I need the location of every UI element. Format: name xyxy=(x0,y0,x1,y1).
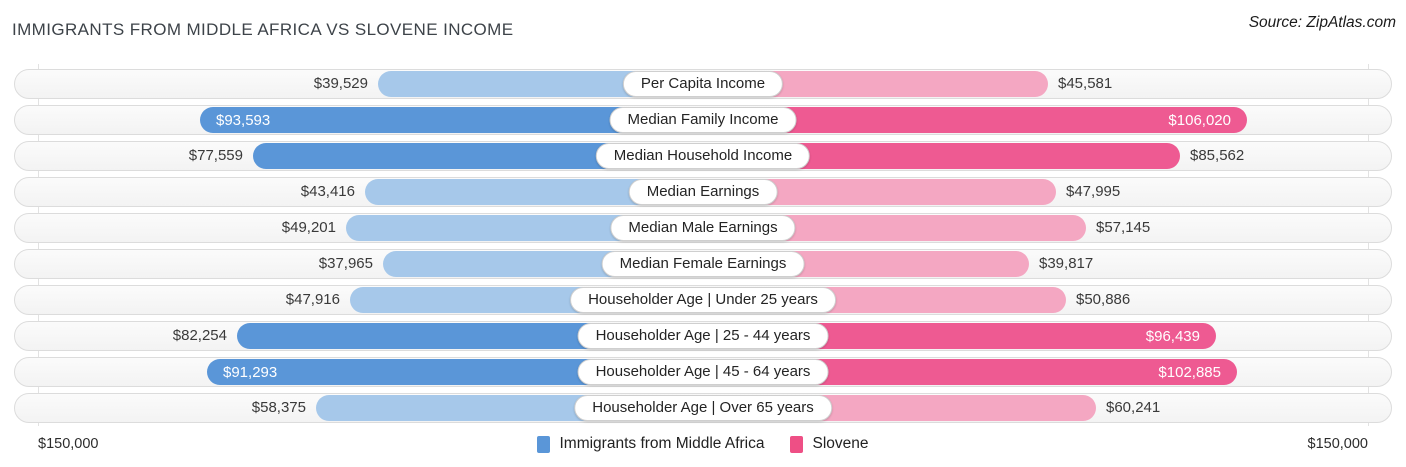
left-value: $93,593 xyxy=(216,111,271,129)
chart-row: $39,529 $45,581 Per Capita Income xyxy=(14,69,1392,99)
right-value: $106,020 xyxy=(1168,111,1231,129)
right-value: $85,562 xyxy=(1190,147,1245,164)
category-pill: Median Earnings xyxy=(628,179,778,205)
category-pill: Householder Age | 45 - 64 years xyxy=(577,359,829,385)
right-value: $102,885 xyxy=(1158,363,1221,381)
legend-item: Slovene xyxy=(790,435,869,453)
legend-label: Immigrants from Middle Africa xyxy=(559,435,765,452)
left-value: $91,293 xyxy=(223,363,278,381)
left-value: $43,416 xyxy=(300,183,355,200)
category-pill: Householder Age | 25 - 44 years xyxy=(577,323,829,349)
category-pill: Householder Age | Under 25 years xyxy=(570,287,836,313)
chart-row: $37,965 $39,817 Median Female Earnings xyxy=(14,249,1392,279)
axis-gridline-left xyxy=(38,64,39,426)
right-value: $96,439 xyxy=(1145,327,1200,345)
chart-row: $58,375 $60,241 Householder Age | Over 65 … xyxy=(14,393,1392,423)
category-pill: Median Family Income xyxy=(609,107,797,133)
left-value: $47,916 xyxy=(285,291,340,308)
source-credit: Source: ZipAtlas.com xyxy=(1248,14,1396,31)
category-pill: Householder Age | Over 65 years xyxy=(574,395,832,421)
right-value: $57,145 xyxy=(1096,219,1151,236)
category-pill: Median Male Earnings xyxy=(610,215,796,241)
left-value: $82,254 xyxy=(172,327,227,344)
legend-swatch-icon xyxy=(537,435,551,453)
legend-item: Immigrants from Middle Africa xyxy=(537,435,764,453)
right-value: $45,581 xyxy=(1058,75,1113,92)
left-value: $39,529 xyxy=(313,75,368,92)
right-value: $60,241 xyxy=(1106,399,1161,416)
chart-footer: $150,000 Immigrants from Middle Africa Sl… xyxy=(0,431,1406,457)
left-value: $58,375 xyxy=(251,399,306,416)
chart-row: $47,916 $50,886 Householder Age | Under 25… xyxy=(14,285,1392,315)
axis-max-right-label: $150,000 xyxy=(1307,436,1368,452)
right-value: $39,817 xyxy=(1039,255,1094,272)
left-value: $49,201 xyxy=(281,219,336,236)
right-value: $50,886 xyxy=(1076,291,1131,308)
chart-row: $82,254 $96,439 Householder Age | 25 - 44 … xyxy=(14,321,1392,351)
right-value: $47,995 xyxy=(1066,183,1121,200)
chart-row: $93,593 $106,020 Median Family Income xyxy=(14,105,1392,135)
legend: Immigrants from Middle Africa Slovene xyxy=(0,431,1406,457)
category-pill: Median Household Income xyxy=(595,143,811,169)
left-value: $77,559 xyxy=(188,147,243,164)
axis-gridline-right xyxy=(1368,64,1369,426)
axis-max-left-label: $150,000 xyxy=(38,436,99,452)
category-pill: Per Capita Income xyxy=(622,71,784,97)
left-value: $37,965 xyxy=(318,255,373,272)
legend-label: Slovene xyxy=(812,435,869,452)
chart-row: $49,201 $57,145 Median Male Earnings xyxy=(14,213,1392,243)
chart-rows: $39,529 $45,581 Per Capita Income $93,593 $1… xyxy=(14,69,1392,423)
chart-row: $43,416 $47,995 Median Earnings xyxy=(14,177,1392,207)
chart-row: $91,293 $102,885 Householder Age | 45 - 64… xyxy=(14,357,1392,387)
chart-row: $77,559 $85,562 Median Household Income xyxy=(14,141,1392,171)
page-title: IMMIGRANTS FROM MIDDLE AFRICA VS SLOVENE… xyxy=(12,20,514,39)
category-pill: Median Female Earnings xyxy=(601,251,805,277)
legend-swatch-icon xyxy=(790,435,804,453)
